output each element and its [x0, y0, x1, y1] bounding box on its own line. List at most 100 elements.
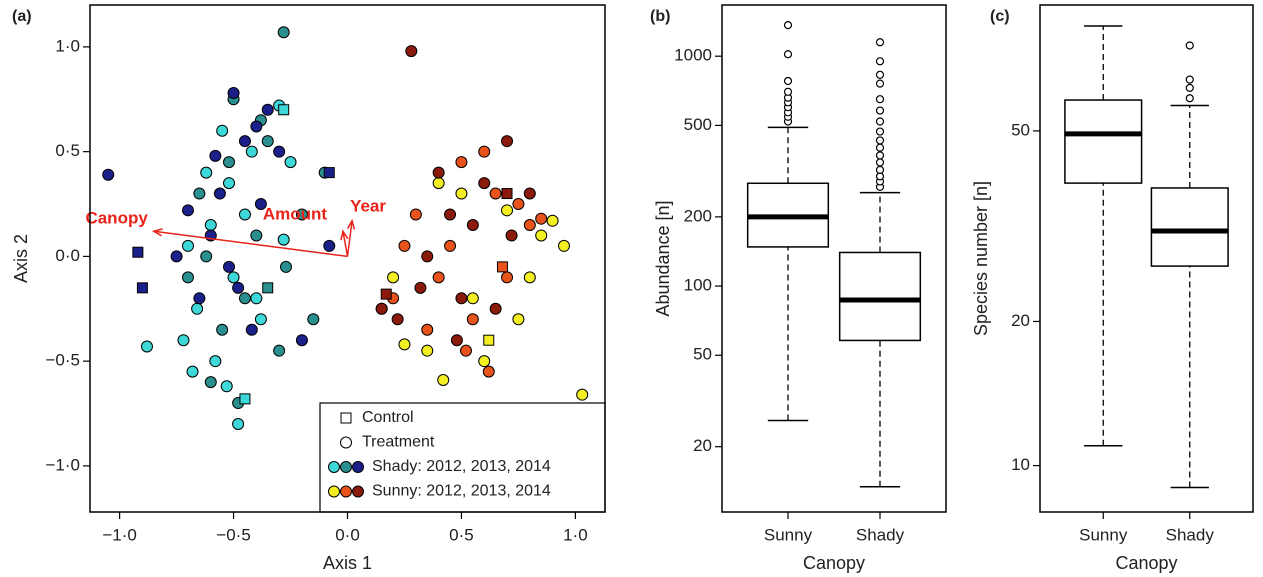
circle-marker [232, 418, 245, 431]
circle-marker [181, 239, 194, 252]
circle-marker [307, 313, 320, 326]
circle-marker [437, 374, 450, 387]
x-tick-label: Shady [1166, 525, 1215, 544]
legend-box [319, 402, 606, 513]
x-axis-title: Axis 1 [323, 553, 372, 573]
circle-marker [455, 187, 468, 200]
circle-marker [220, 380, 233, 393]
legend-label: Sunny: 2012, 2013, 2014 [372, 483, 551, 500]
circle-marker [177, 334, 190, 347]
outlier [875, 95, 885, 104]
box [838, 251, 922, 342]
circle-marker [277, 233, 290, 246]
circle-marker [279, 260, 292, 273]
box [1064, 99, 1143, 184]
square-marker [496, 261, 508, 273]
circle-marker [421, 250, 434, 263]
y-tick-label: −0·5 [46, 351, 81, 370]
circle-marker [295, 208, 308, 221]
box [1150, 187, 1229, 267]
circle-marker [261, 103, 274, 116]
outlier [875, 136, 885, 145]
y-tick-label: 0·5 [55, 141, 80, 160]
series [380, 188, 513, 300]
x-tick-label: 0·5 [449, 525, 474, 544]
outlier [875, 106, 885, 115]
circle-marker [501, 135, 514, 148]
panel-label: (c) [990, 8, 1010, 25]
circle-marker [505, 229, 518, 242]
circle-marker [181, 204, 194, 217]
circle-marker [250, 229, 263, 242]
x-tick-label: 0·0 [335, 525, 360, 544]
square-marker [340, 412, 352, 424]
legend-swatch [328, 485, 340, 498]
y-tick-label: 10 [1011, 455, 1030, 474]
square-marker [132, 246, 144, 258]
circle-marker [478, 177, 491, 190]
circle-marker [489, 302, 502, 315]
circle-marker [501, 204, 514, 217]
circle-marker [238, 292, 251, 305]
circle-marker [223, 177, 236, 190]
outlier [783, 87, 793, 96]
legend-label: Control [362, 409, 414, 426]
circle-marker [213, 187, 226, 200]
outlier [875, 143, 885, 152]
series [387, 145, 548, 378]
legend-swatch [352, 485, 364, 498]
circle-marker [557, 239, 570, 252]
panel-label: (a) [12, 8, 32, 25]
y-axis-title: Abundance [n] [653, 200, 673, 316]
y-tick-label: 1·0 [55, 36, 80, 55]
circle-marker [546, 214, 559, 227]
circle-marker [512, 313, 525, 326]
circle-marker [523, 187, 536, 200]
circle-marker [140, 340, 153, 353]
x-axis-title: Canopy [803, 553, 865, 573]
circle-marker [398, 239, 411, 252]
y-axis-title: Species number [n] [971, 181, 991, 336]
series [375, 177, 589, 401]
circle-marker [489, 187, 502, 200]
circle-marker [375, 302, 388, 315]
circle-marker [245, 145, 258, 158]
circle-marker [238, 135, 251, 148]
circle-marker [209, 355, 222, 368]
plot-frame [89, 4, 606, 513]
outlier [1185, 41, 1194, 50]
y-tick-label: −1·0 [46, 455, 81, 474]
circle-marker [223, 156, 236, 169]
outlier [875, 127, 885, 136]
outlier [875, 57, 885, 66]
circle-marker [421, 344, 434, 357]
outlier [875, 70, 885, 79]
circle-marker [204, 376, 217, 389]
x-tick-label: Sunny [1079, 525, 1128, 544]
circle-marker [535, 229, 548, 242]
square-marker [483, 334, 495, 346]
circle-marker [193, 292, 206, 305]
arrow [346, 220, 353, 257]
outlier [875, 79, 885, 88]
square-marker [239, 393, 251, 405]
outlier [783, 21, 793, 30]
circle-marker [245, 323, 258, 336]
x-tick-label: Shady [856, 525, 905, 544]
arrow-head [340, 229, 349, 241]
arrow-label: Year [350, 196, 386, 215]
outlier [1185, 75, 1194, 84]
circle-marker [455, 292, 468, 305]
y-tick-label: 100 [684, 276, 712, 295]
legend-swatch [328, 461, 340, 473]
circle-marker [250, 120, 263, 133]
circle-marker [444, 239, 457, 252]
circle-marker [216, 124, 229, 137]
arrow-label: Canopy [85, 209, 148, 228]
outlier [875, 151, 885, 160]
plot-frame [721, 4, 947, 513]
square-marker [262, 282, 274, 294]
legend-label: Treatment [362, 434, 435, 451]
series [262, 282, 274, 294]
outlier [875, 117, 885, 126]
